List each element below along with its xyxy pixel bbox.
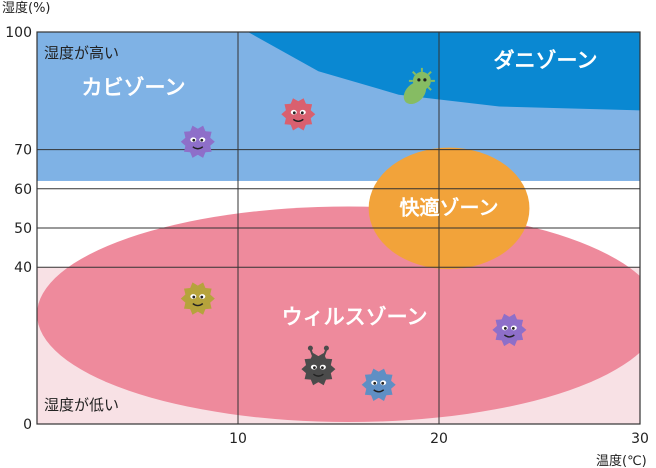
y-tick-label: 100 xyxy=(5,25,32,41)
virus-olive-icon xyxy=(180,282,215,315)
x-tick-label: 10 xyxy=(229,431,247,447)
y-tick-label: 60 xyxy=(14,182,32,198)
plot-frame xyxy=(36,31,641,425)
x-tick-label: 30 xyxy=(631,431,649,447)
virus-black-icon xyxy=(301,345,336,386)
y-tick-label: 0 xyxy=(23,417,32,433)
virus-blue-icon xyxy=(361,368,396,401)
zone-label: カビゾーン xyxy=(82,76,186,100)
zone-label: ウィルスゾーン xyxy=(282,305,428,329)
corner-label-high: 湿度が高い xyxy=(44,44,119,62)
comfort-zone-area xyxy=(368,147,530,270)
x-tick-label: 20 xyxy=(430,431,448,447)
y-tick-label: 70 xyxy=(14,143,32,159)
zone-label: 快適ゾーン xyxy=(400,195,499,219)
y-axis-label: 湿度(%) xyxy=(2,0,51,16)
corner-label-low: 湿度が低い xyxy=(44,396,119,414)
mite-green-icon xyxy=(403,67,435,105)
mold-germ-pink-icon xyxy=(281,98,316,131)
virus-purple-icon xyxy=(492,313,527,347)
y-tick-label: 40 xyxy=(14,260,32,276)
y-tick-label: 50 xyxy=(14,221,32,237)
mite-zone-area xyxy=(248,32,640,111)
mold-germ-purple-icon xyxy=(180,125,215,158)
x-axis-label: 温度(℃) xyxy=(596,453,647,468)
zone-label: ダニゾーン xyxy=(494,48,598,72)
